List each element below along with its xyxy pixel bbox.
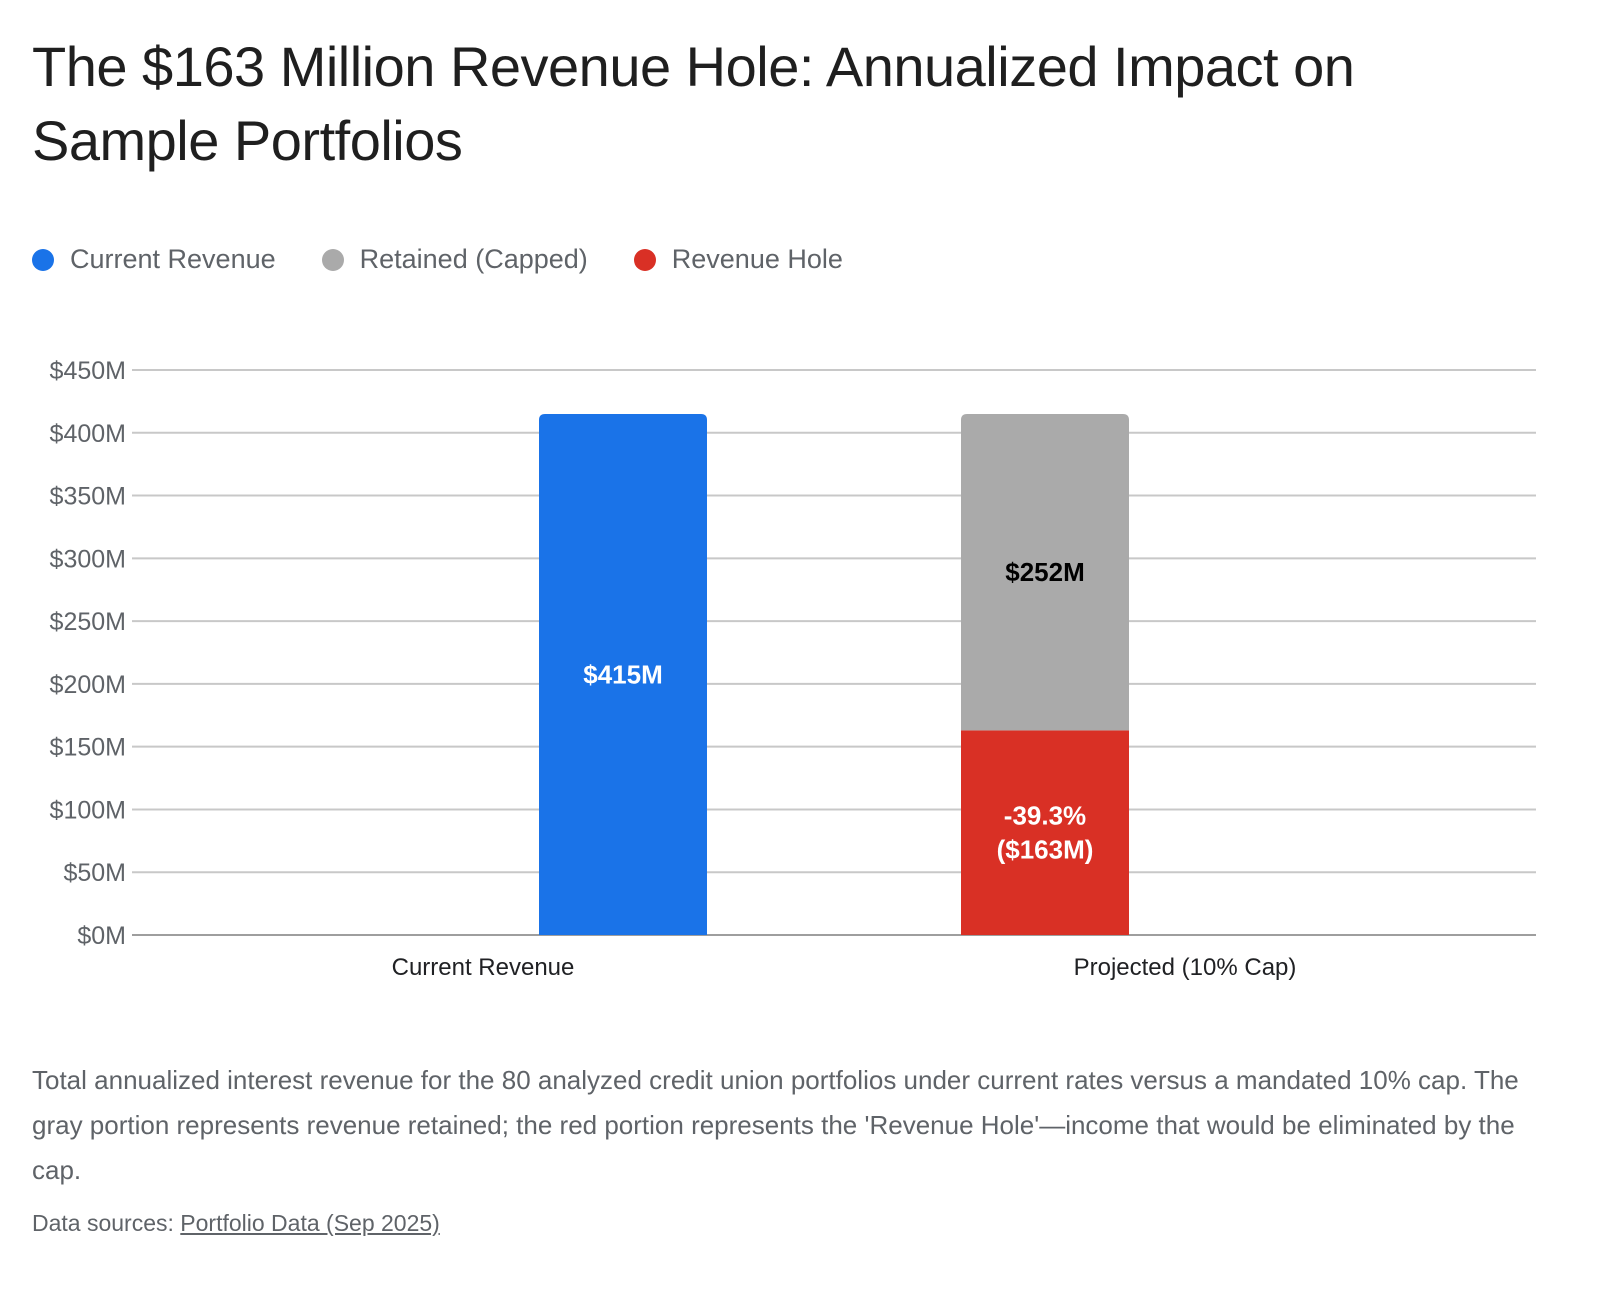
legend-swatch-revenue-hole <box>633 248 656 271</box>
bar-data-label: ($163M) <box>997 835 1094 865</box>
bar-retained-capped <box>961 413 1129 731</box>
y-tick-label: $250M <box>50 608 126 636</box>
y-tick-label: $400M <box>50 420 126 448</box>
bar-revenue-hole <box>961 730 1129 935</box>
x-axis-tick-labels: Current Revenue Projected (10% Cap) <box>392 954 1297 981</box>
y-tick-label: $200M <box>50 671 126 699</box>
legend-item-current-revenue: Current Revenue <box>32 244 276 275</box>
legend-item-retained: Retained (Capped) <box>321 244 588 275</box>
y-tick-label: $50M <box>63 859 126 887</box>
y-tick-label: $0M <box>77 922 126 950</box>
legend-label: Current Revenue <box>70 244 276 274</box>
legend-label: Retained (Capped) <box>359 244 588 274</box>
x-tick-label: Projected (10% Cap) <box>1074 954 1297 981</box>
bars <box>539 413 1129 935</box>
data-sources: Data sources: Portfolio Data (Sep 2025) <box>32 1210 440 1237</box>
legend-swatch-current-revenue <box>32 248 54 271</box>
bar-data-label: -39.3% <box>1004 801 1086 831</box>
y-tick-label: $300M <box>50 545 126 573</box>
y-tick-label: $150M <box>50 734 126 762</box>
y-tick-label: $100M <box>50 796 126 824</box>
chart-title: The $163 Million Revenue Hole: Annualize… <box>32 35 1355 172</box>
bar-data-label: $415M <box>583 659 663 689</box>
chart-legend: Current Revenue Retained (Capped) Revenu… <box>32 244 889 275</box>
legend-item-revenue-hole: Revenue Hole <box>633 244 843 275</box>
y-tick-label: $350M <box>50 483 126 511</box>
data-sources-prefix: Data sources: <box>32 1210 181 1236</box>
x-tick-label: Current Revenue <box>392 954 575 981</box>
bar-data-label: $252M <box>1005 557 1085 587</box>
legend-swatch-retained <box>321 248 344 271</box>
y-tick-label: $450M <box>50 357 126 385</box>
bar-data-labels: $415M -39.3% ($163M) $252M <box>583 557 1093 865</box>
legend-label: Revenue Hole <box>671 244 843 274</box>
bar-chart: $0M $50M $100M $150M $200M $250M $300M $350M $40… <box>50 357 1536 981</box>
gridlines <box>132 369 1536 936</box>
data-source-link[interactable]: Portfolio Data (Sep 2025) <box>180 1210 440 1236</box>
y-axis-tick-labels: $0M $50M $100M $150M $200M $250M $300M $350M $40… <box>50 357 126 950</box>
bar-current-revenue <box>539 413 707 935</box>
chart-caption: Total annualized interest revenue for th… <box>32 1065 1519 1185</box>
